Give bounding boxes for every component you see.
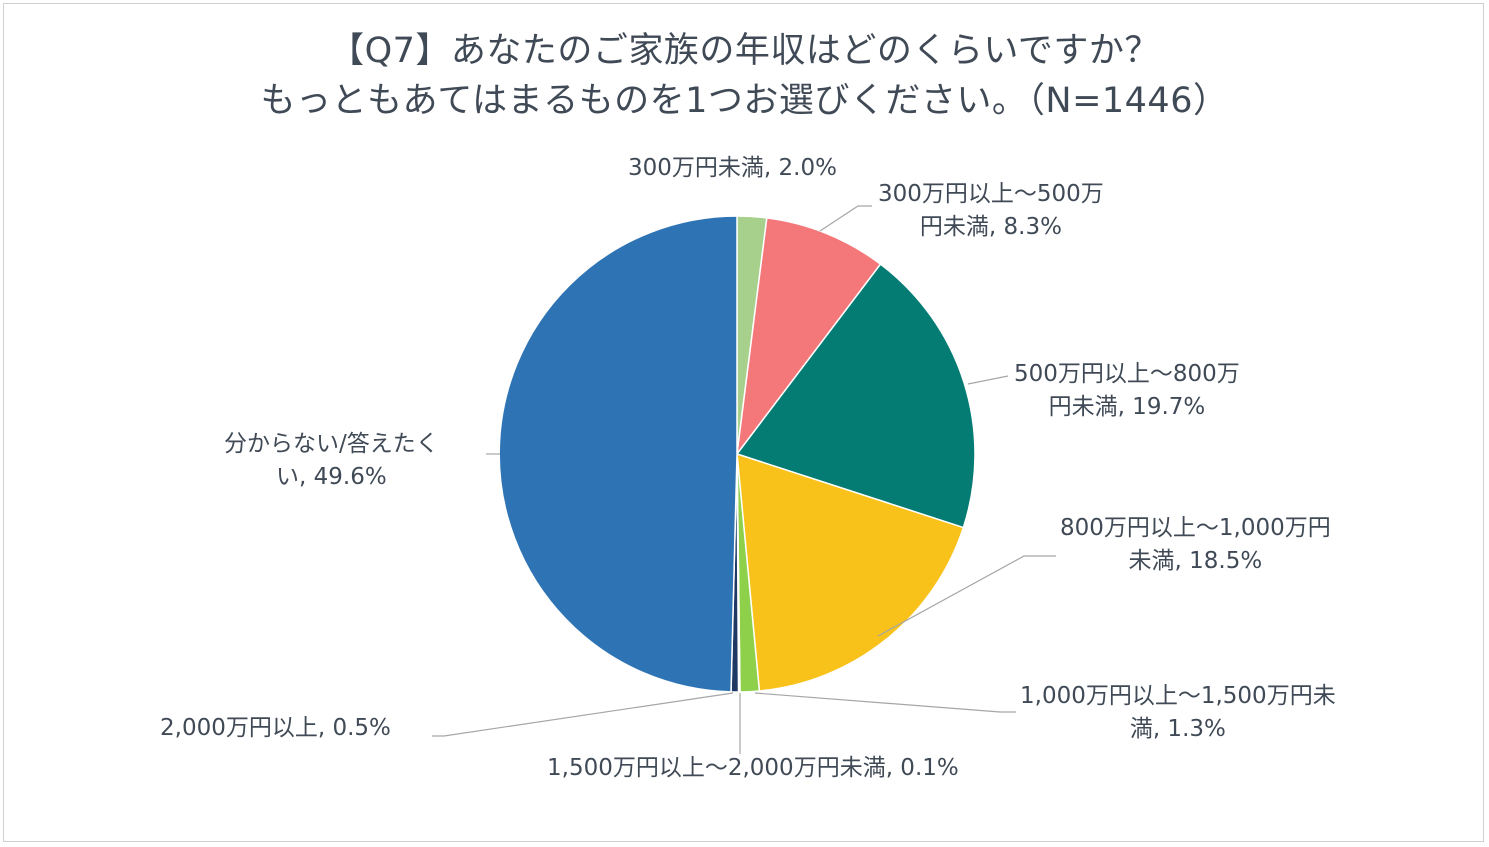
data-label-7-line-0: 分からない/答えたく bbox=[224, 431, 439, 457]
leader-line-3 bbox=[877, 555, 1056, 637]
leader-line-4 bbox=[754, 692, 1016, 713]
data-label-5: 1,500万円以上～2,000万円未満, 0.1% bbox=[547, 752, 959, 785]
leader-line-6 bbox=[432, 692, 734, 737]
data-label-2-line-1: 円未満, 19.7% bbox=[1048, 394, 1206, 420]
data-label-1: 300万円以上～500万 円未満, 8.3% bbox=[878, 178, 1104, 244]
data-label-0-line-0: 300万円未満, 2.0% bbox=[628, 155, 837, 181]
data-label-0: 300万円未満, 2.0% bbox=[628, 152, 837, 185]
data-label-6: 2,000万円以上, 0.5% bbox=[160, 712, 391, 745]
leader-line-1 bbox=[819, 205, 872, 232]
chart-title-line-2: もっともあてはまるものを1つお選びください。（N=1446） bbox=[260, 81, 1229, 121]
chart-title-line-1: 【Q7】あなたのご家族の年収はどのくらいですか？ bbox=[329, 31, 1160, 71]
data-label-3-line-1: 未満, 18.5% bbox=[1128, 548, 1263, 574]
leader-line-2 bbox=[967, 375, 1009, 385]
data-label-7-line-1: い, 49.6% bbox=[276, 464, 387, 490]
data-label-6-line-0: 2,000万円以上, 0.5% bbox=[160, 715, 391, 741]
data-label-3-line-0: 800万円以上～1,000万円 bbox=[1060, 515, 1331, 541]
chart-title: 【Q7】あなたのご家族の年収はどのくらいですか？ もっともあてはまるものを1つお… bbox=[0, 26, 1489, 126]
leader-lines bbox=[432, 205, 1056, 754]
pie-slice-3 bbox=[736, 452, 965, 692]
data-label-1-line-0: 300万円以上～500万 bbox=[878, 181, 1104, 207]
pie-slice-1 bbox=[735, 217, 882, 457]
data-label-4-line-1: 満, 1.3% bbox=[1129, 716, 1226, 742]
data-label-4: 1,000万円以上～1,500万円未 満, 1.3% bbox=[1020, 680, 1336, 746]
data-label-2-line-0: 500万円以上～800万 bbox=[1014, 361, 1240, 387]
data-label-5-line-0: 1,500万円以上～2,000万円未満, 0.1% bbox=[547, 755, 959, 781]
data-label-2: 500万円以上～800万 円未満, 19.7% bbox=[1014, 358, 1240, 424]
pie-slices bbox=[498, 215, 976, 693]
data-label-7: 分からない/答えたく い, 49.6% bbox=[224, 428, 439, 494]
data-label-4-line-0: 1,000万円以上～1,500万円未 bbox=[1020, 683, 1336, 709]
pie-slice-7 bbox=[498, 215, 738, 693]
data-label-3: 800万円以上～1,000万円 未満, 18.5% bbox=[1060, 512, 1331, 578]
pie-slice-2 bbox=[735, 263, 976, 529]
data-label-1-line-1: 円未満, 8.3% bbox=[919, 214, 1062, 240]
chart-frame bbox=[3, 3, 1484, 842]
